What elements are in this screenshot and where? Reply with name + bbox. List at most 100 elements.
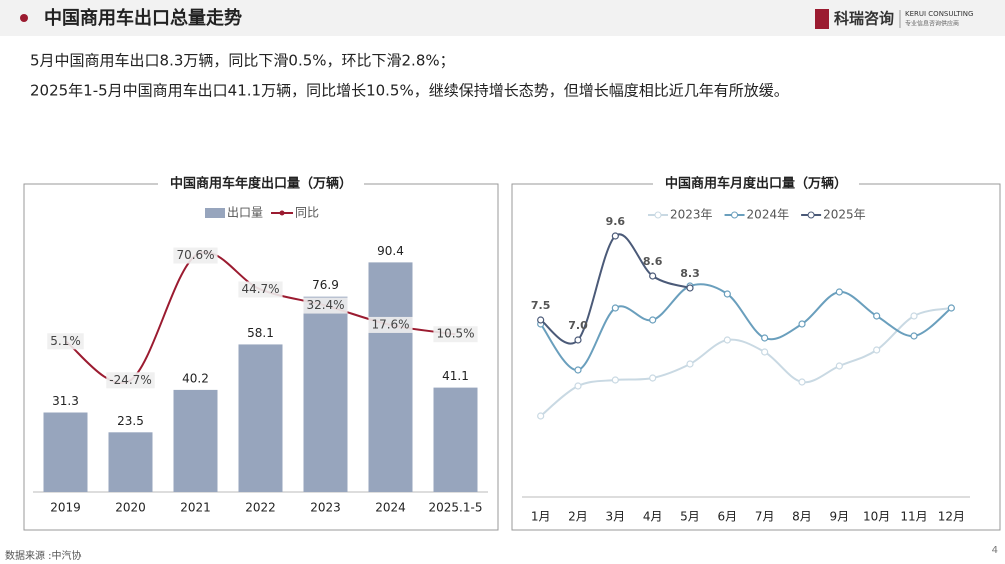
bar-label: 31.3 bbox=[52, 394, 79, 408]
header-dot bbox=[20, 14, 28, 22]
x-tick-label: 10月 bbox=[863, 510, 890, 524]
value-label-bg bbox=[368, 316, 413, 333]
point bbox=[537, 412, 545, 420]
point bbox=[611, 376, 619, 384]
x-tick-label: 2021 bbox=[180, 501, 211, 515]
point bbox=[798, 320, 806, 328]
value-label-bg bbox=[106, 372, 155, 389]
value-label: 44.7% bbox=[241, 282, 279, 296]
value-label: 10.5% bbox=[436, 327, 474, 341]
x-tick-label: 2020 bbox=[115, 501, 146, 515]
line bbox=[539, 283, 952, 371]
bar bbox=[238, 344, 283, 492]
point bbox=[649, 374, 657, 382]
legend-label: 2025年 bbox=[823, 208, 866, 222]
bar-label: 40.2 bbox=[182, 371, 209, 385]
point bbox=[723, 336, 731, 344]
legend-label: 2023年 bbox=[670, 208, 713, 222]
x-tick-label: 2025.1-5 bbox=[429, 501, 483, 515]
value-label-bg bbox=[238, 281, 283, 298]
value-label: 17.6% bbox=[371, 317, 409, 331]
point bbox=[873, 312, 881, 320]
logo-sub: 专业信息咨询供应商 bbox=[905, 20, 959, 28]
bar bbox=[433, 387, 478, 492]
legend-label: 出口量 bbox=[227, 206, 263, 220]
value-label-bg bbox=[433, 326, 478, 343]
right-frame bbox=[511, 183, 1001, 531]
point bbox=[835, 362, 843, 370]
source: 数据来源 :中汽协 bbox=[5, 549, 82, 562]
point bbox=[910, 332, 918, 340]
point bbox=[574, 382, 582, 390]
summary-line: 5月中国商用车出口8.3万辆，同比下滑0.5%，环比下滑2.8%； bbox=[30, 52, 455, 70]
point bbox=[835, 288, 843, 296]
x-tick-label: 9月 bbox=[830, 510, 850, 524]
value-label-bg bbox=[303, 297, 348, 314]
x-tick-label: 1月 bbox=[531, 510, 551, 524]
legend-swatch bbox=[205, 208, 225, 218]
x-tick-label: 8月 bbox=[792, 510, 812, 524]
bar-label: 90.4 bbox=[377, 244, 404, 258]
legend-swatch bbox=[654, 211, 662, 219]
x-tick-label: 2024 bbox=[375, 501, 406, 515]
x-tick-label: 3月 bbox=[606, 510, 626, 524]
value-label-bg bbox=[47, 333, 84, 350]
value-label: 7.5 bbox=[531, 299, 551, 312]
point bbox=[686, 284, 694, 292]
point bbox=[761, 334, 769, 342]
logo-mark bbox=[815, 9, 829, 29]
bar-label: 76.9 bbox=[312, 278, 339, 292]
legend-swatch bbox=[731, 211, 739, 219]
summary-line: 2025年1-5月中国商用车出口41.1万辆，同比增长10.5%，继续保持增长态… bbox=[30, 82, 789, 100]
bar bbox=[108, 432, 153, 492]
logo-en: KERUI CONSULTING bbox=[905, 10, 973, 18]
bar-label: 23.5 bbox=[117, 414, 144, 428]
value-label-bg bbox=[173, 247, 218, 264]
point bbox=[574, 366, 582, 374]
value-label: 32.4% bbox=[306, 298, 344, 312]
point bbox=[611, 304, 619, 312]
x-tick-label: 5月 bbox=[680, 510, 700, 524]
x-tick-label: 12月 bbox=[938, 510, 965, 524]
point bbox=[649, 272, 657, 280]
bar-label: 41.1 bbox=[442, 369, 469, 383]
header-bar bbox=[0, 0, 1005, 36]
value-label: 8.3 bbox=[680, 267, 700, 280]
point bbox=[761, 348, 769, 356]
legend-label: 2024年 bbox=[747, 208, 790, 222]
page-number: 4 bbox=[992, 545, 998, 556]
point bbox=[537, 316, 545, 324]
chart-title: 中国商用车月度出口量（万辆） bbox=[665, 176, 847, 192]
legend-label: 同比 bbox=[295, 206, 319, 220]
point bbox=[686, 360, 694, 368]
bar-label: 58.1 bbox=[247, 326, 274, 340]
x-tick-label: 4月 bbox=[643, 510, 663, 524]
bar bbox=[173, 389, 218, 492]
logo: 科瑞咨询 bbox=[834, 10, 894, 28]
x-tick-label: 2019 bbox=[50, 501, 81, 515]
x-tick-label: 6月 bbox=[718, 510, 738, 524]
chart-title-bg bbox=[652, 175, 860, 193]
value-label: 9.6 bbox=[606, 215, 626, 228]
point bbox=[873, 346, 881, 354]
legend-swatch bbox=[279, 210, 285, 216]
point bbox=[574, 336, 582, 344]
line bbox=[540, 233, 691, 345]
x-tick-label: 2022 bbox=[245, 501, 276, 515]
point bbox=[611, 232, 619, 240]
bar bbox=[368, 262, 413, 492]
legend-swatch bbox=[807, 211, 815, 219]
chart-title-bg bbox=[157, 175, 365, 193]
point bbox=[649, 316, 657, 324]
value-label: 5.1% bbox=[50, 334, 81, 348]
point bbox=[910, 312, 918, 320]
point bbox=[723, 290, 731, 298]
x-tick-label: 2月 bbox=[568, 510, 588, 524]
point bbox=[798, 378, 806, 386]
header-title: 中国商用车出口总量走势 bbox=[44, 7, 242, 29]
chart-title: 中国商用车年度出口量（万辆） bbox=[170, 176, 352, 192]
x-tick-label: 7月 bbox=[755, 510, 775, 524]
value-label: 70.6% bbox=[176, 248, 214, 262]
